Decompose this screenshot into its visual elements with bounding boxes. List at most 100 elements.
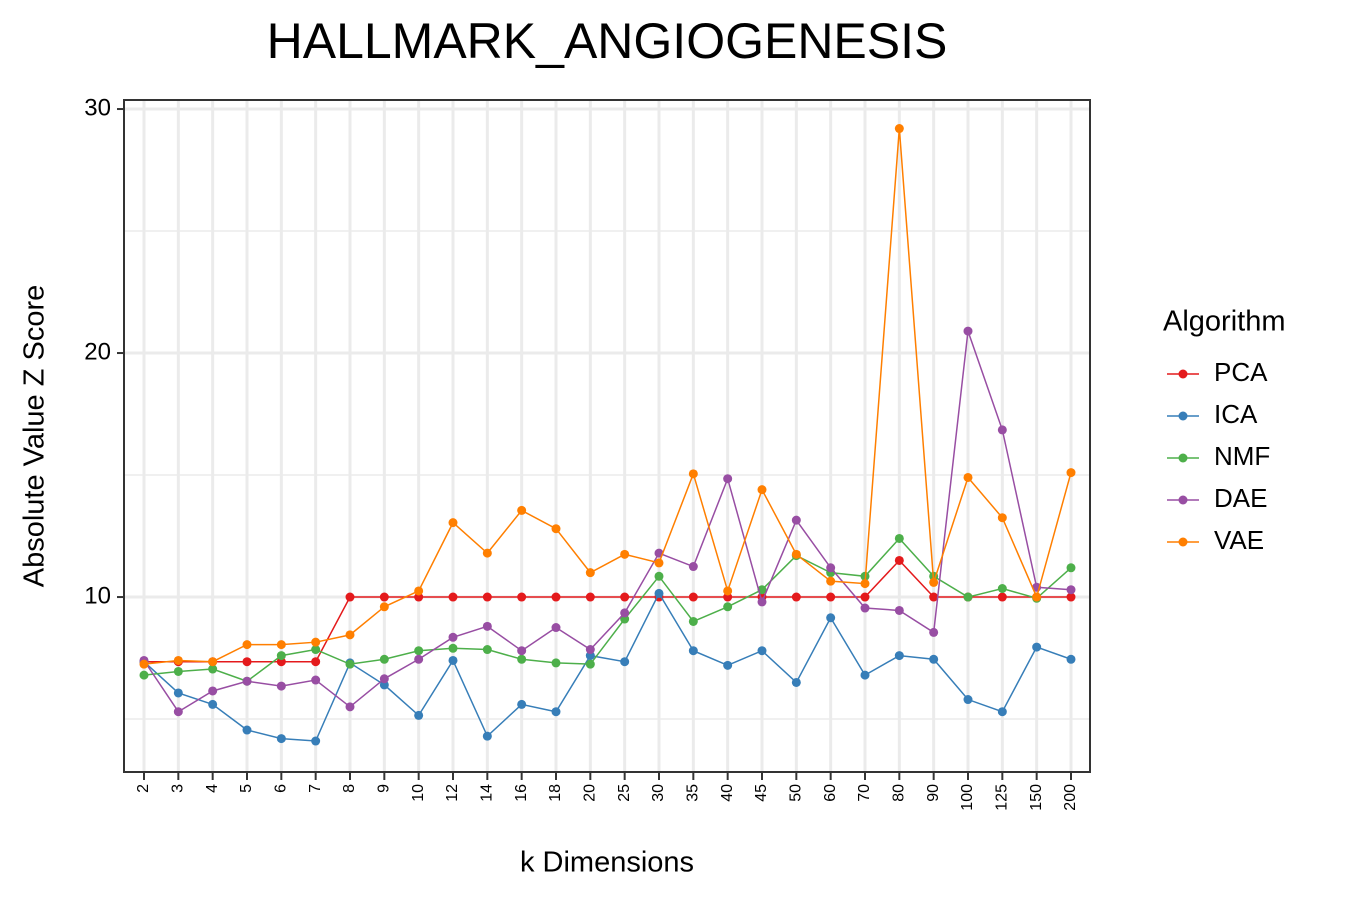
x-tick-label: 10 [410,784,427,802]
data-point [276,651,286,661]
data-point [345,702,355,712]
data-point [482,731,492,741]
data-point [379,654,389,664]
y-tick-label: 20 [84,338,111,365]
data-point [791,515,801,525]
data-point [894,555,904,565]
data-point [688,592,698,602]
data-point [414,654,424,664]
legend-label: NMF [1214,441,1270,471]
legend-label: ICA [1214,399,1258,429]
x-tick-label: 50 [788,784,805,802]
x-tick-label: 40 [719,784,736,802]
data-point [654,588,664,598]
x-tick-label: 80 [891,784,908,802]
x-axis-label: k Dimensions [520,847,694,879]
data-point [997,592,1007,602]
data-point [585,645,595,655]
data-point [448,518,458,528]
data-point [1066,563,1076,573]
data-point [482,621,492,631]
legend-title: Algorithm [1163,306,1286,338]
data-point [860,592,870,602]
data-point [963,592,973,602]
data-point [620,657,630,667]
data-point [723,474,733,484]
data-point [791,549,801,559]
data-point [345,659,355,669]
data-point [242,676,252,686]
data-point [311,736,321,746]
legend-label: VAE [1214,525,1264,555]
data-point [963,472,973,482]
x-tick-label: 30 [650,784,667,802]
data-point [1066,592,1076,602]
x-tick-label: 90 [925,784,942,802]
legend-marker [1178,537,1188,547]
data-point [894,605,904,615]
legend-label: DAE [1214,483,1267,513]
data-point [997,425,1007,435]
x-tick-label: 25 [616,784,633,802]
series-line [143,537,1072,683]
data-point [517,699,527,709]
y-axis-label: Absolute Value Z Score [19,285,51,588]
data-point [757,485,767,495]
data-point [723,586,733,596]
data-point [929,577,939,587]
x-tick-label: 60 [822,784,839,802]
data-point [757,597,767,607]
data-point [1066,654,1076,664]
data-point [688,562,698,572]
data-point [860,579,870,589]
data-point [242,725,252,735]
data-point [448,592,458,602]
data-point [997,584,1007,594]
data-point [757,646,767,656]
data-point [517,592,527,602]
data-point [208,699,218,709]
data-point [448,643,458,653]
data-point [929,627,939,637]
data-point [517,646,527,656]
data-point [551,592,561,602]
data-point [997,513,1007,523]
data-point [620,549,630,559]
legend-marker [1178,453,1188,463]
data-point [860,603,870,613]
data-point [723,660,733,670]
data-point [791,592,801,602]
data-point [929,592,939,602]
data-point [276,734,286,744]
data-point [585,592,595,602]
data-point [208,686,218,696]
data-point [551,658,561,668]
data-point [654,571,664,581]
data-point [551,623,561,633]
y-tick-label: 10 [84,582,111,609]
data-point [173,688,183,698]
data-point [414,586,424,596]
data-point [654,558,664,568]
series-line [143,330,1072,713]
data-point [482,592,492,602]
data-point [242,640,252,650]
x-tick-label: 70 [856,784,873,802]
data-point [345,592,355,602]
data-point [1032,592,1042,602]
x-tick-label: 18 [547,784,564,802]
data-point [620,608,630,618]
data-point [414,646,424,656]
data-point [517,654,527,664]
x-tick-label: 8 [341,784,358,793]
data-point [379,674,389,684]
legend-marker [1178,369,1188,379]
data-point [448,632,458,642]
data-point [826,576,836,586]
data-point [345,630,355,640]
data-point [379,602,389,612]
legend-marker [1178,495,1188,505]
chart-title: HALLMARK_ANGIOGENESIS [267,13,948,69]
x-tick-label: 9 [376,784,393,793]
